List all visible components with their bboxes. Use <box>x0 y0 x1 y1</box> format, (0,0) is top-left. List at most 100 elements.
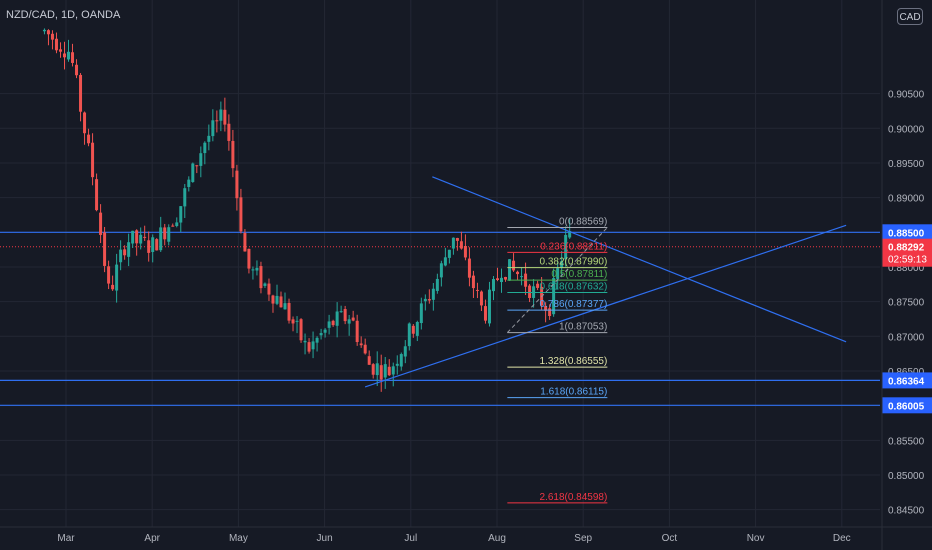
candle-body <box>87 134 91 144</box>
candle-body <box>62 53 66 58</box>
candle-body <box>199 153 203 166</box>
fib-trend-line[interactable] <box>506 227 608 333</box>
candle-body <box>483 306 487 321</box>
candle-body <box>403 346 407 357</box>
fib-level-label: 0.786(0.87377) <box>539 299 607 310</box>
price-tick-label: 0.84500 <box>888 506 925 517</box>
candle-body <box>315 337 319 343</box>
candle-body <box>311 341 315 350</box>
candle-body <box>207 135 211 142</box>
candle-body <box>500 277 504 283</box>
candle-body <box>287 302 291 321</box>
candle-body <box>435 278 439 291</box>
month-label: Aug <box>488 533 506 544</box>
time-axis[interactable]: Mar Apr May Jun Jul Aug Sep Oct Nov Dec <box>0 526 932 550</box>
fib-level-label: 0.5(0.87811) <box>551 269 607 280</box>
candle-body <box>167 227 171 242</box>
level-price-tag-text: 0.86364 <box>888 376 925 387</box>
candle-body <box>355 320 359 343</box>
fibonacci-tool[interactable]: 0(0.88569)0.236(0.88211)0.382(0.87990)0.… <box>506 217 608 504</box>
candle-body <box>243 233 247 252</box>
candle-body <box>247 248 251 269</box>
candle-body <box>447 249 451 258</box>
level-price-tag[interactable] <box>882 224 932 241</box>
candle-body <box>191 163 195 182</box>
candle-body <box>275 295 279 304</box>
candle-body <box>259 266 263 289</box>
fib-level-label: 0.382(0.87990) <box>539 257 607 268</box>
candle-body <box>131 230 135 244</box>
last-price-tag-text: 0.88292 <box>888 243 925 254</box>
candle-body <box>323 329 327 333</box>
time-axis-background <box>0 527 882 550</box>
candle-body <box>423 298 427 302</box>
fib-level-label: 0.236(0.88211) <box>540 241 607 252</box>
candle-body <box>147 240 151 253</box>
candle-body <box>79 74 83 112</box>
candle-body <box>123 249 127 256</box>
fib-level-label: 1(0.87053) <box>559 322 607 333</box>
candle-body <box>367 356 371 365</box>
price-axis[interactable]: 0.90500 0.90000 0.89500 0.89000 0.88500 0.880… <box>882 0 932 550</box>
candle-body <box>463 245 467 258</box>
candle-body <box>375 363 379 376</box>
candle-body <box>235 170 239 199</box>
candle-body <box>279 296 283 308</box>
candle-body <box>179 206 183 223</box>
candle-body <box>175 222 179 226</box>
candle-body <box>251 269 255 271</box>
candle-body <box>544 306 548 311</box>
level-price-tag[interactable] <box>882 397 932 414</box>
candle-body <box>291 319 295 324</box>
candle-body <box>451 237 455 249</box>
candle-body <box>387 366 391 376</box>
month-label: May <box>229 533 248 544</box>
candle-body <box>508 259 512 281</box>
symbol-title[interactable]: NZD/CAD, 1D, OANDA <box>6 9 121 21</box>
candle-body <box>231 140 235 169</box>
candle-body <box>54 38 58 51</box>
candle-body <box>363 344 367 354</box>
candle-body <box>50 33 54 40</box>
trendline[interactable] <box>432 176 847 343</box>
candle-body <box>383 364 387 378</box>
candle-body <box>119 249 123 263</box>
candle-body <box>343 309 347 322</box>
candle-body <box>379 365 383 380</box>
candle-body <box>351 317 355 321</box>
price-tick-label: 0.89000 <box>888 194 925 205</box>
candle-body <box>556 268 560 279</box>
level-price-tag-text: 0.88500 <box>888 228 925 239</box>
candle-body <box>399 354 403 367</box>
month-label: Oct <box>662 533 678 544</box>
candle-body <box>471 275 475 289</box>
candle-body <box>536 283 540 288</box>
candle-body <box>371 364 375 375</box>
level-price-tag-text: 0.86005 <box>888 401 925 412</box>
candle-body <box>339 311 343 313</box>
candle-body <box>107 266 111 284</box>
candle-body <box>419 303 423 324</box>
candle-body <box>560 261 564 268</box>
last-price-tag[interactable] <box>882 238 932 267</box>
candle-body <box>512 260 516 271</box>
month-label: Jul <box>404 533 417 544</box>
price-tick-label: 0.85500 <box>888 436 925 447</box>
candle-body <box>335 311 339 326</box>
price-tick-label: 0.90000 <box>888 124 925 135</box>
candle-body <box>111 284 115 290</box>
currency-button[interactable]: CAD <box>897 8 923 25</box>
candle-body <box>42 29 46 32</box>
fib-level-label: 0(0.88569) <box>559 217 607 228</box>
candle-body <box>504 277 508 280</box>
candle-body <box>267 283 271 295</box>
price-tick-label: 0.88000 <box>888 263 925 274</box>
trendline[interactable] <box>364 224 847 388</box>
candles <box>42 28 572 392</box>
candle-body <box>475 289 479 291</box>
fib-level-label: 1.618(0.86115) <box>540 387 607 398</box>
level-price-tag[interactable] <box>882 372 932 389</box>
candle-body <box>359 343 363 346</box>
candle-body <box>171 225 175 227</box>
